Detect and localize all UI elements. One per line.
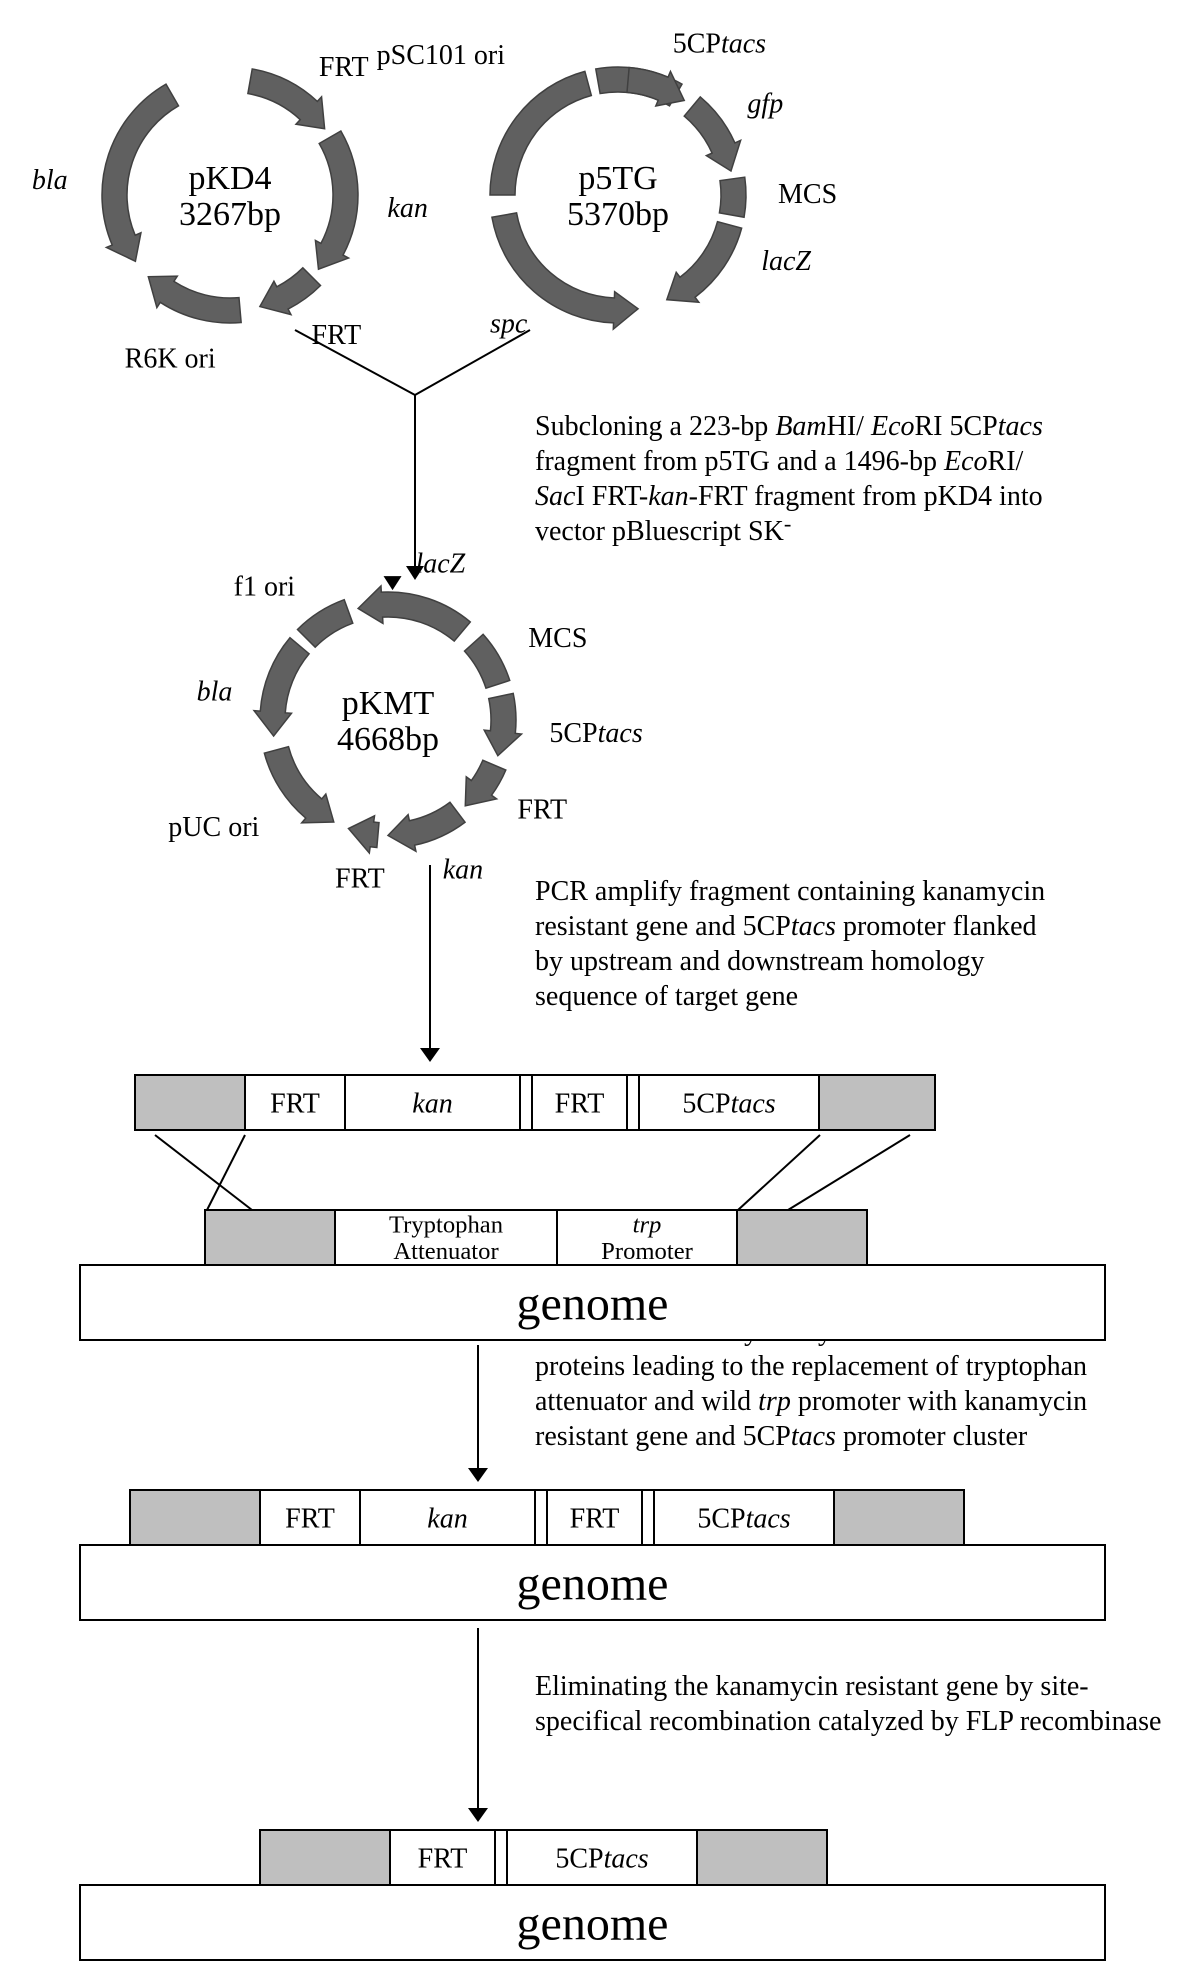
recombination-line xyxy=(207,1135,245,1210)
feature-label: MCS xyxy=(528,623,587,654)
genome2: FRT kan FRT 5CPtacs genome xyxy=(80,1490,1105,1620)
merge-arrow xyxy=(295,330,530,580)
feature-label: gfp xyxy=(747,88,783,119)
svg-text:kan: kan xyxy=(427,1503,467,1534)
svg-text:FRT: FRT xyxy=(285,1503,335,1534)
genome1: TryptophanAttenuatortrpPromotergenome xyxy=(80,1210,1105,1340)
flow-arrow xyxy=(420,865,440,1062)
genome-label: genome xyxy=(517,1557,669,1610)
svg-text:FRT: FRT xyxy=(270,1088,320,1119)
genome-label: genome xyxy=(517,1277,669,1330)
feature-label: kan xyxy=(443,854,483,885)
svg-text:Eliminating the kanamycin resi: Eliminating the kanamycin resistant gene… xyxy=(535,1671,1089,1702)
cloning-workflow-diagram: pKD43267bp FRT kan FRT R6K ori bla p5TG5370bp p… xyxy=(0,0,1200,1971)
svg-text:5CPtacs: 5CPtacs xyxy=(555,1843,648,1874)
pcr-cassette: FRT kan FRT 5CPtacs xyxy=(135,1075,935,1130)
plasmid-size: 3267bp xyxy=(179,196,281,233)
svg-text:specifical recombination catal: specifical recombination catalyzed by FL… xyxy=(535,1706,1161,1737)
plasmid-name: pKD4 xyxy=(188,160,271,197)
svg-text:FRT: FRT xyxy=(570,1503,620,1534)
genome-label: genome xyxy=(517,1897,669,1950)
feature-label: MCS xyxy=(778,179,837,210)
feature-label: FRT xyxy=(312,320,362,351)
feature-label: FRT xyxy=(517,795,567,826)
feature-label: R6K ori xyxy=(125,343,216,374)
svg-text:proteins leading to the replac: proteins leading to the replacement of t… xyxy=(535,1351,1087,1382)
recombination-line xyxy=(155,1135,252,1210)
plasmid-pKMT: pKMT4668bp lacZ MCS 5CPtacs FRT kan FRT pUC ori… xyxy=(168,548,643,894)
svg-text:vector pBluescript SK-: vector pBluescript SK- xyxy=(535,511,791,547)
svg-text:5CPtacs: 5CPtacs xyxy=(682,1088,775,1119)
svg-text:fragment from p5TG and a 1496-: fragment from p5TG and a 1496-bp EcoRI/ xyxy=(535,446,1024,477)
feature-label: 5CPtacs xyxy=(549,718,642,749)
step-description: Eliminating the kanamycin resistant gene… xyxy=(535,1671,1161,1737)
feature-label: bla xyxy=(197,677,233,708)
flow-arrow xyxy=(468,1628,488,1822)
svg-text:PCR amplify fragment containin: PCR amplify fragment containing kanamyci… xyxy=(535,876,1045,907)
insertion-mark-icon xyxy=(384,576,402,590)
svg-text:SacI FRT-kan-FRT fragment fro: SacI FRT-kan-FRT fragment from pKD4 into xyxy=(535,481,1043,512)
feature-label: FRT xyxy=(335,864,385,895)
svg-text:sequence of target gene: sequence of target gene xyxy=(535,981,798,1012)
plasmid-name: p5TG xyxy=(578,160,657,197)
feature-label: f1 ori xyxy=(234,571,296,602)
feature-label: lacZ xyxy=(415,548,465,579)
svg-text:by upstream and downstream hom: by upstream and downstream homology xyxy=(535,946,984,977)
plasmid-pKD4: pKD43267bp FRT kan FRT R6K ori bla xyxy=(32,52,428,374)
step-description: PCR amplify fragment containing kanamyci… xyxy=(535,876,1045,1012)
step-description: Subcloning a 223-bp BamHI/ EcoRI 5CPtacs… xyxy=(535,411,1043,547)
feature-label: pUC ori xyxy=(168,812,259,843)
feature-label: FRT xyxy=(319,52,369,83)
svg-text:Subcloning a 223-bp BamHI/ Eco: Subcloning a 223-bp BamHI/ EcoRI 5CPtacs xyxy=(535,411,1043,442)
feature-label: bla xyxy=(32,165,68,196)
svg-text:FRT: FRT xyxy=(418,1843,468,1874)
genome3: FRT 5CPtacs genome xyxy=(80,1830,1105,1960)
plasmid-size: 5370bp xyxy=(567,196,669,233)
svg-text:resistant gene and 5CPtacs pr: resistant gene and 5CPtacs promoter clus… xyxy=(535,1421,1028,1452)
svg-text:resistant gene and 5CPtacs pro: resistant gene and 5CPtacs promoter flan… xyxy=(535,911,1037,942)
plasmid-size: 4668bp xyxy=(337,721,439,758)
plasmid-ori-label: pSC101 ori xyxy=(377,40,506,71)
svg-text:TryptophanAttenuator: TryptophanAttenuator xyxy=(389,1212,503,1266)
svg-text:FRT: FRT xyxy=(555,1088,605,1119)
plasmid-name: pKMT xyxy=(342,685,435,722)
flow-arrow xyxy=(468,1345,488,1482)
svg-text:kan: kan xyxy=(412,1088,452,1119)
svg-text:attenuator and wild trp promot: attenuator and wild trp promoter with ka… xyxy=(535,1386,1087,1417)
plasmid-p5TG: p5TG5370bppSC101 ori5CPtacsgfpMCSlacZspc xyxy=(377,29,838,340)
feature-label: lacZ xyxy=(761,246,811,277)
svg-text:5CPtacs: 5CPtacs xyxy=(697,1503,790,1534)
feature-label: kan xyxy=(387,193,427,224)
feature-label: 5CPtacs xyxy=(673,29,766,60)
